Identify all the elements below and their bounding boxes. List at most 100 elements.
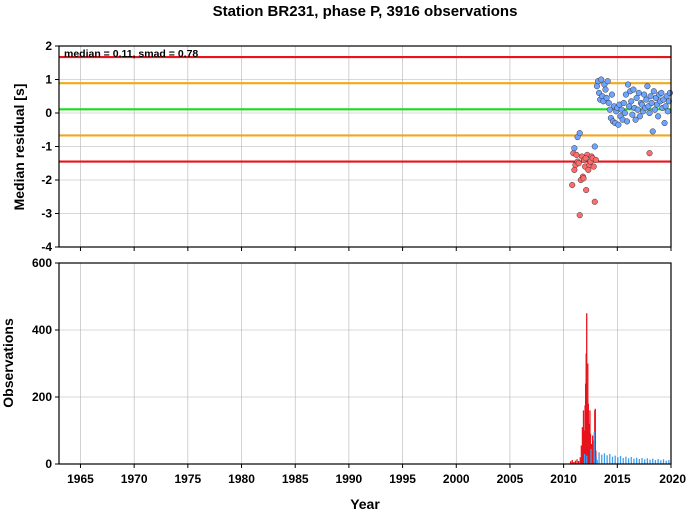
residual-point <box>605 99 612 106</box>
observation-bar <box>581 427 584 464</box>
x-tick-label: 1975 <box>174 472 201 486</box>
observation-bar <box>576 459 578 464</box>
residual-point <box>649 128 656 135</box>
observation-bar <box>580 445 582 464</box>
residual-point <box>666 89 673 96</box>
observation-bar <box>588 423 590 464</box>
residual-point <box>590 163 597 170</box>
residual-point <box>664 108 671 115</box>
residual-point <box>582 155 589 162</box>
residual-point <box>602 86 609 93</box>
residual-point <box>615 121 622 128</box>
observation-bar <box>635 457 638 464</box>
residual-point <box>592 156 599 163</box>
residual-point <box>643 96 650 103</box>
x-tick-label: 1980 <box>228 472 255 486</box>
observation-bar <box>591 435 594 464</box>
observation-bar <box>652 458 654 464</box>
residual-point <box>650 88 657 95</box>
residual-y-axis-label: Median residual [s] <box>11 84 27 211</box>
residual-point <box>603 94 610 101</box>
x-tick-label: 1995 <box>389 472 416 486</box>
x-tick-label: 2010 <box>550 472 577 486</box>
stats-annotation: median = 0.11, smad = 0.78 <box>64 48 198 60</box>
y-tick-label: 1 <box>45 73 52 87</box>
observation-bar <box>627 458 630 464</box>
x-tick-label: 2005 <box>497 472 524 486</box>
observation-bar <box>660 460 662 464</box>
observations-y-axis-label: Observations <box>0 318 16 408</box>
residual-point <box>636 113 643 120</box>
observation-bar <box>578 460 580 464</box>
residual-point <box>591 143 598 150</box>
residual-point <box>658 89 665 96</box>
residual-point <box>634 106 641 113</box>
chart-title: Station BR231, phase P, 3916 observation… <box>213 3 518 20</box>
residual-point <box>621 109 628 117</box>
residual-point <box>628 98 635 105</box>
residual-point <box>606 106 613 113</box>
observation-bar <box>595 457 598 464</box>
x-tick-label: 2015 <box>604 472 631 486</box>
residual-point <box>647 93 654 100</box>
y-tick-label: 400 <box>32 323 52 337</box>
residual-point <box>646 109 653 117</box>
residual-point <box>651 106 658 113</box>
observation-bar <box>586 455 588 464</box>
residual-panel: -4 -3 -2 -1 0 1 2 median = 0.11, smad = 0.78 M… <box>11 39 673 254</box>
residual-point <box>608 91 615 98</box>
residual-point <box>575 160 582 167</box>
y-tick-label: 2 <box>45 39 52 53</box>
x-tick-label: 1985 <box>282 472 309 486</box>
residual-point <box>569 181 576 189</box>
observation-bar <box>665 460 667 464</box>
observation-bar <box>630 456 632 464</box>
residual-point <box>573 151 580 158</box>
residual-point <box>633 94 640 101</box>
residual-point <box>646 150 653 157</box>
observation-bar <box>574 460 577 464</box>
residual-point <box>644 83 651 90</box>
residual-point <box>629 111 636 118</box>
observation-bar <box>593 432 595 464</box>
residual-point <box>641 91 648 98</box>
observation-bar <box>649 459 651 464</box>
x-tick-label: 1970 <box>121 472 148 486</box>
observation-bar <box>614 455 616 464</box>
observation-bar <box>603 453 606 464</box>
observation-bar <box>633 458 635 464</box>
residual-point <box>665 98 672 105</box>
observation-bar <box>619 455 622 464</box>
x-tick-label: 1965 <box>67 472 94 486</box>
residual-point <box>571 145 578 152</box>
residual-point <box>620 99 627 106</box>
observation-bar <box>586 313 588 464</box>
observation-bar <box>668 459 670 464</box>
residual-point <box>662 103 669 110</box>
observation-bar <box>609 453 611 464</box>
observation-bar <box>601 454 603 464</box>
residual-point <box>626 103 633 110</box>
observation-bar <box>654 459 657 464</box>
residual-point <box>583 187 590 194</box>
residual-point <box>661 120 668 127</box>
y-tick-label: -1 <box>41 140 52 154</box>
y-tick-label: 0 <box>45 457 52 471</box>
observation-bar <box>594 408 596 464</box>
residual-point <box>604 78 611 85</box>
observation-bar <box>590 448 592 464</box>
residual-point <box>591 198 598 205</box>
y-tick-label: -4 <box>41 240 52 254</box>
residual-point <box>585 166 592 173</box>
observation-bar <box>606 455 608 464</box>
y-tick-label: 0 <box>45 106 52 120</box>
observation-bar <box>617 457 619 464</box>
residual-point <box>598 76 605 83</box>
residual-point <box>623 118 631 125</box>
residual-point <box>576 212 583 219</box>
observation-bar <box>582 410 585 464</box>
residual-point <box>655 113 662 120</box>
observation-bar <box>569 461 572 464</box>
y-tick-label: 600 <box>32 256 52 270</box>
